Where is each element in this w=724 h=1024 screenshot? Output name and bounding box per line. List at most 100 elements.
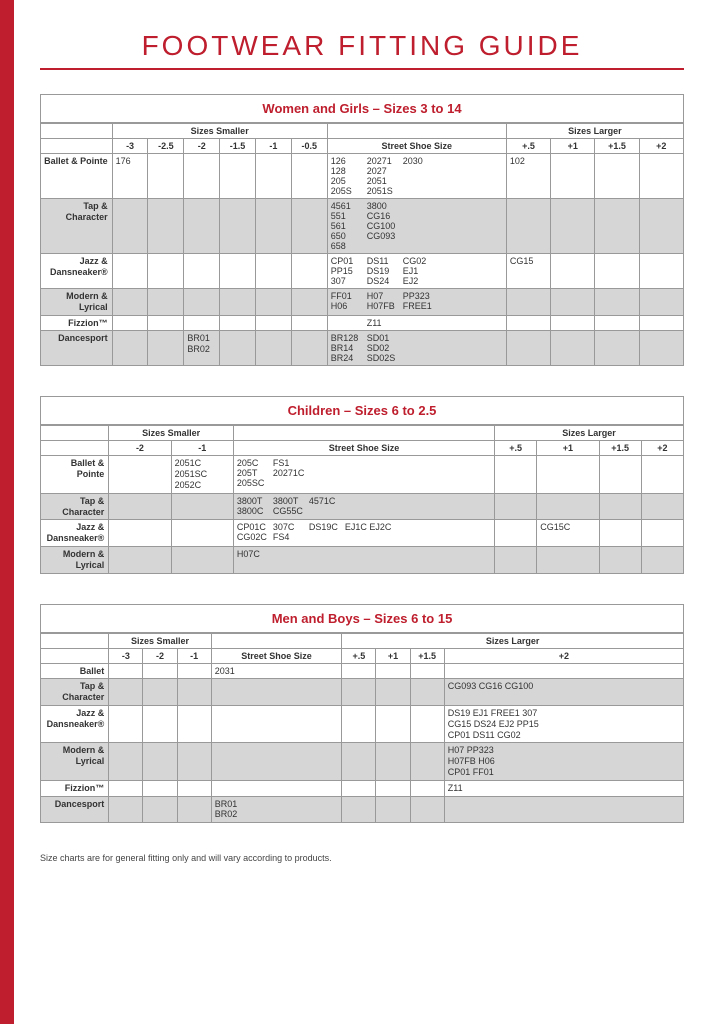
table-row: DancesportBR01 BR02 — [41, 796, 684, 823]
table-row: Jazz & Dansneaker®CP01C CG02C307C FS4DS1… — [41, 520, 684, 547]
table-cell: Modern & Lyrical — [41, 546, 109, 573]
col-header: -1.5 — [220, 139, 256, 154]
table-cell — [641, 493, 683, 520]
table-cell — [641, 546, 683, 573]
table-cell — [255, 154, 291, 199]
table-cell: Dancesport — [41, 331, 113, 366]
table-cell — [291, 289, 327, 316]
table-cell — [639, 315, 683, 331]
street-col: PP323 FREE1 — [403, 291, 433, 311]
blank-header — [41, 124, 113, 139]
accent-bar — [0, 0, 14, 1024]
table-cell — [376, 679, 410, 706]
table-cell — [255, 254, 291, 289]
men-larger-header: Sizes Larger — [342, 633, 684, 648]
table-cell — [255, 331, 291, 366]
street-header: Street Shoe Size — [211, 648, 342, 663]
men-smaller-header: Sizes Smaller — [109, 633, 211, 648]
table-cell — [376, 780, 410, 796]
men-table: Sizes Smaller Sizes Larger -3 -2 -1 Stre… — [40, 633, 684, 824]
table-cell — [595, 154, 639, 199]
table-cell — [109, 663, 143, 679]
table-cell — [255, 315, 291, 331]
street-col: 20271 2027 2051 2051S — [367, 156, 397, 196]
table-cell — [112, 289, 148, 316]
men-section: Men and Boys – Sizes 6 to 15 Sizes Small… — [40, 604, 684, 824]
street-col: EJ1C EJ2C — [345, 522, 392, 532]
table-cell — [112, 199, 148, 254]
table-cell: CG093 CG16 CG100 — [444, 679, 683, 706]
table-cell — [495, 546, 537, 573]
women-section: Women and Girls – Sizes 3 to 14 Sizes Sm… — [40, 94, 684, 366]
table-cell: Modern & Lyrical — [41, 743, 109, 780]
table-cell: 2031 — [211, 663, 342, 679]
street-col: BR128 BR14 BR24 — [331, 333, 361, 363]
col-header: +1 — [376, 648, 410, 663]
table-cell — [342, 796, 376, 823]
table-cell — [143, 705, 177, 742]
table-cell: Tap & Character — [41, 199, 113, 254]
table-cell: BR01 BR02 — [184, 331, 220, 366]
table-cell — [255, 199, 291, 254]
street-header: Street Shoe Size — [233, 441, 494, 456]
street-col: 3800 CG16 CG100 CG093 — [367, 201, 397, 241]
table-cell — [148, 289, 184, 316]
table-row: Jazz & Dansneaker®DS19 EJ1 FREE1 307 CG1… — [41, 705, 684, 742]
table-cell — [220, 254, 256, 289]
table-cell — [506, 315, 550, 331]
table-cell — [148, 154, 184, 199]
street-col: CG02 EJ1 EJ2 — [403, 256, 433, 286]
table-cell: Ballet — [41, 663, 109, 679]
children-smaller-header: Sizes Smaller — [109, 426, 234, 441]
table-cell — [220, 289, 256, 316]
table-cell — [410, 705, 444, 742]
table-cell — [495, 456, 537, 493]
col-header: -2 — [143, 648, 177, 663]
blank-header — [41, 139, 113, 154]
table-cell — [143, 743, 177, 780]
table-cell: Ballet & Pointe — [41, 456, 109, 493]
table-cell — [211, 780, 342, 796]
children-table: Sizes Smaller Sizes Larger -2 -1 Street … — [40, 425, 684, 573]
table-cell — [184, 289, 220, 316]
table-cell — [639, 154, 683, 199]
table-cell — [410, 743, 444, 780]
table-cell: DS19 EJ1 FREE1 307 CG15 DS24 EJ2 PP15 CP… — [444, 705, 683, 742]
blank-header — [211, 633, 342, 648]
table-cell — [410, 780, 444, 796]
table-cell: H07 PP323 H07FB H06 CP01 FF01 — [444, 743, 683, 780]
street-header: Street Shoe Size — [327, 139, 506, 154]
table-cell — [109, 705, 143, 742]
table-cell — [376, 663, 410, 679]
table-cell — [291, 154, 327, 199]
table-cell — [171, 520, 233, 547]
col-header: -2 — [184, 139, 220, 154]
table-row: Ballet & Pointe2051C 2051SC 2052C205C 20… — [41, 456, 684, 493]
table-cell: CG15C — [537, 520, 599, 547]
page-title: FOOTWEAR FITTING GUIDE — [40, 30, 684, 62]
table-cell — [342, 663, 376, 679]
blank-header — [41, 633, 109, 648]
table-cell — [410, 663, 444, 679]
street-col: 307C FS4 — [273, 522, 303, 542]
table-row: Tap & Character4561 551 561 650 6583800 … — [41, 199, 684, 254]
col-header: +1.5 — [410, 648, 444, 663]
table-cell — [109, 520, 171, 547]
col-header: -1 — [171, 441, 233, 456]
street-cell: BR128 BR14 BR24SD01 SD02 SD02S — [327, 331, 506, 366]
table-cell — [506, 331, 550, 366]
table-cell — [148, 331, 184, 366]
table-cell — [376, 743, 410, 780]
street-col: H07 H07FB — [367, 291, 397, 311]
blank-header — [41, 648, 109, 663]
table-cell — [639, 289, 683, 316]
table-cell — [109, 546, 171, 573]
table-cell — [211, 705, 342, 742]
table-cell — [506, 289, 550, 316]
col-header: +1.5 — [595, 139, 639, 154]
table-cell — [255, 289, 291, 316]
street-col: H07C — [237, 549, 267, 559]
col-header: +.5 — [506, 139, 550, 154]
table-cell: BR01 BR02 — [211, 796, 342, 823]
table-cell — [177, 780, 211, 796]
